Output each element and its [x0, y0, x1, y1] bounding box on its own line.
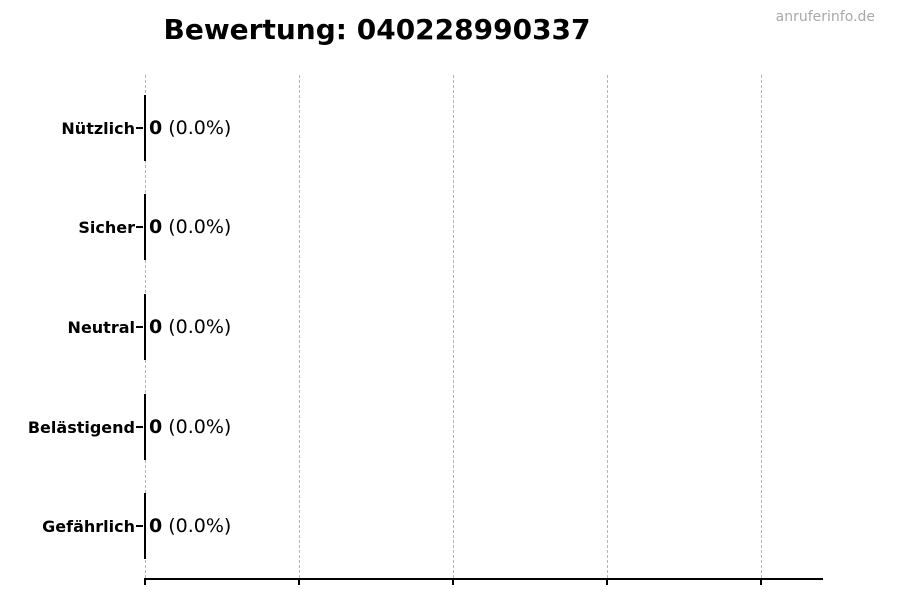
- gridline: [761, 75, 762, 578]
- value-count: 0: [149, 216, 163, 238]
- value-percent: (0.0%): [168, 515, 232, 537]
- bar-zero-value: [144, 194, 146, 260]
- value-label: 0 (0.0%): [149, 95, 231, 161]
- chart-title: Bewertung: 040228990337: [163, 13, 591, 46]
- y-axis-tick: [136, 525, 143, 527]
- category-label: Sicher: [78, 217, 135, 237]
- category-label: Nützlich: [61, 118, 135, 138]
- bar-row: Belästigend 0 (0.0%): [28, 394, 823, 460]
- y-axis-tick: [136, 426, 143, 428]
- value-percent: (0.0%): [168, 316, 232, 338]
- bar-zero-value: [144, 95, 146, 161]
- category-label: Gefährlich: [42, 516, 135, 536]
- y-axis-tick: [136, 326, 143, 328]
- x-axis-tick: [298, 578, 300, 585]
- gridline: [299, 75, 300, 578]
- x-axis-tick: [606, 578, 608, 585]
- bar-zero-value: [144, 294, 146, 360]
- value-percent: (0.0%): [168, 216, 232, 238]
- bar-zero-value: [144, 394, 146, 460]
- value-count: 0: [149, 117, 163, 139]
- gridline: [453, 75, 454, 578]
- x-axis-tick: [760, 578, 762, 585]
- value-count: 0: [149, 515, 163, 537]
- value-label: 0 (0.0%): [149, 493, 231, 559]
- y-axis-tick: [136, 127, 143, 129]
- value-percent: (0.0%): [168, 117, 232, 139]
- bar-row: Nützlich 0 (0.0%): [61, 95, 823, 161]
- value-label: 0 (0.0%): [149, 294, 231, 360]
- watermark-text: anruferinfo.de: [775, 9, 875, 25]
- category-label: Belästigend: [27, 417, 135, 437]
- bar-zero-value: [144, 493, 146, 559]
- value-count: 0: [149, 316, 163, 338]
- bar-row: Sicher 0 (0.0%): [78, 194, 823, 260]
- plot-area: Nützlich 0 (0.0%) Sicher 0 (0.0%) Neutra…: [28, 75, 823, 585]
- value-count: 0: [149, 416, 163, 438]
- y-axis-tick: [136, 226, 143, 228]
- bar-row: Neutral 0 (0.0%): [68, 294, 823, 360]
- x-axis-tick: [452, 578, 454, 585]
- category-label: Neutral: [67, 317, 135, 337]
- x-axis-tick: [144, 578, 146, 585]
- value-percent: (0.0%): [168, 416, 232, 438]
- value-label: 0 (0.0%): [149, 394, 231, 460]
- bar-row: Gefährlich 0 (0.0%): [42, 493, 823, 559]
- value-label: 0 (0.0%): [149, 194, 231, 260]
- gridline: [607, 75, 608, 578]
